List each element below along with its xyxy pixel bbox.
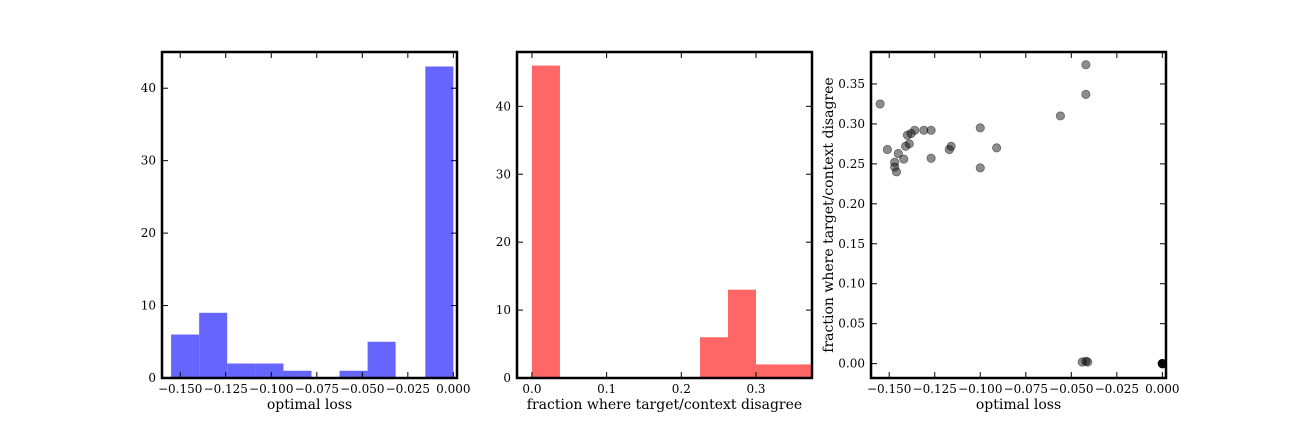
y-tick-label: 0.15	[838, 237, 865, 251]
y-tick-label: 30	[141, 154, 156, 168]
y-tick-label: 0.10	[838, 277, 865, 291]
scatter-point	[926, 153, 936, 163]
y-tick-label: 40	[141, 81, 156, 95]
y-tick-label: 10	[141, 299, 156, 313]
histogram-bar	[699, 337, 728, 378]
histogram-bar	[727, 289, 756, 378]
plot-frame	[515, 50, 814, 380]
x-tick-label: −0.100	[958, 382, 1002, 396]
x-axis-label: optimal loss	[976, 397, 1061, 413]
y-tick-label: 30	[496, 167, 511, 181]
y-axis-label: fraction where target/context disagree	[821, 77, 837, 352]
scatter-point	[975, 123, 985, 133]
scatter-point	[1077, 357, 1087, 367]
x-tick-label: 0.3	[746, 382, 765, 396]
y-tick-label: 10	[496, 303, 511, 317]
x-tick-label: −0.125	[913, 382, 957, 396]
x-tick-label: −0.100	[249, 382, 293, 396]
histogram-bar	[367, 341, 396, 378]
x-tick-label: 0.2	[672, 382, 691, 396]
scatter-point	[890, 162, 900, 172]
y-tick-label: 0.00	[838, 357, 865, 371]
x-axis-label: fraction where target/context disagree	[527, 397, 802, 413]
x-tick-label: −0.075	[1004, 382, 1048, 396]
scatter-point	[899, 154, 909, 164]
x-tick-label: 0.000	[1145, 382, 1179, 396]
scatter-point	[975, 163, 985, 173]
y-tick-label: 0	[148, 371, 156, 385]
scatter-point	[1081, 356, 1091, 366]
y-tick-label: 40	[496, 99, 511, 113]
y-tick-label: 0.25	[838, 157, 865, 171]
scatter-loss-vs-fraction-panel: −0.150 −0.125 −0.100 −0.075 −0.050 −0.025 0.00…	[821, 50, 1180, 413]
histogram-optimal-loss-panel: −0.150 −0.125 −0.100 −0.075 −0.050 −0.025 0.00…	[141, 50, 471, 413]
y-tick-label: 0.35	[838, 77, 865, 91]
y-tick-label: 20	[496, 235, 511, 249]
y-tick-label: 0	[503, 371, 511, 385]
plot-frame	[160, 50, 459, 380]
scatter-point	[882, 144, 892, 155]
x-tick-label: −0.050	[340, 382, 384, 396]
x-tick-label: 0.0	[522, 382, 541, 396]
histogram-bar	[425, 66, 454, 378]
histogram-bar	[283, 370, 312, 378]
scatter-point	[1055, 111, 1065, 121]
plot-frame	[869, 50, 1168, 380]
histogram-bar	[531, 65, 560, 378]
x-tick-label: −0.025	[386, 382, 430, 396]
y-tick-label: 0.20	[838, 197, 865, 211]
scatter-point	[919, 125, 929, 135]
y-tick-label: 20	[141, 226, 156, 240]
histogram-bar	[171, 334, 200, 378]
x-tick-label: −0.050	[1049, 382, 1093, 396]
histogram-bar	[755, 364, 784, 378]
histogram-fraction-disagree-panel: 0.0 0.1 0.2 0.3 0 10 20 30 40 fraction where tar…	[496, 50, 814, 413]
scatter-point	[944, 144, 954, 155]
histogram-bar	[227, 363, 256, 378]
scatter-point	[946, 141, 956, 151]
histogram-bar	[199, 312, 228, 378]
scatter-point	[875, 99, 885, 109]
y-tick-label: 0.30	[838, 117, 865, 131]
x-axis-label: optimal loss	[267, 397, 352, 413]
scatter-point	[902, 130, 913, 140]
y-tick-label: 0.05	[838, 317, 865, 331]
scatter-point	[893, 148, 903, 159]
scatter-point	[906, 128, 916, 139]
x-tick-label: −0.075	[295, 382, 339, 396]
scatter-point	[900, 141, 911, 151]
x-tick-label: 0.000	[436, 382, 470, 396]
x-tick-label: −0.125	[204, 382, 248, 396]
x-tick-label: −0.150	[158, 382, 202, 396]
x-tick-label: −0.025	[1095, 382, 1139, 396]
x-tick-label: −0.150	[867, 382, 911, 396]
scatter-point	[1081, 89, 1091, 99]
scatter-point	[1083, 357, 1093, 367]
x-tick-label: 0.1	[597, 382, 616, 396]
scatter-point	[891, 167, 902, 177]
scatter-point	[992, 143, 1002, 153]
scatter-point	[890, 157, 900, 167]
histogram-bar	[783, 364, 812, 378]
scatter-point	[1081, 60, 1091, 70]
histogram-bar	[255, 363, 284, 378]
scatter-point	[904, 139, 914, 149]
scatter-point	[910, 125, 920, 135]
histogram-bar	[339, 370, 368, 378]
scatter-point	[926, 125, 936, 135]
